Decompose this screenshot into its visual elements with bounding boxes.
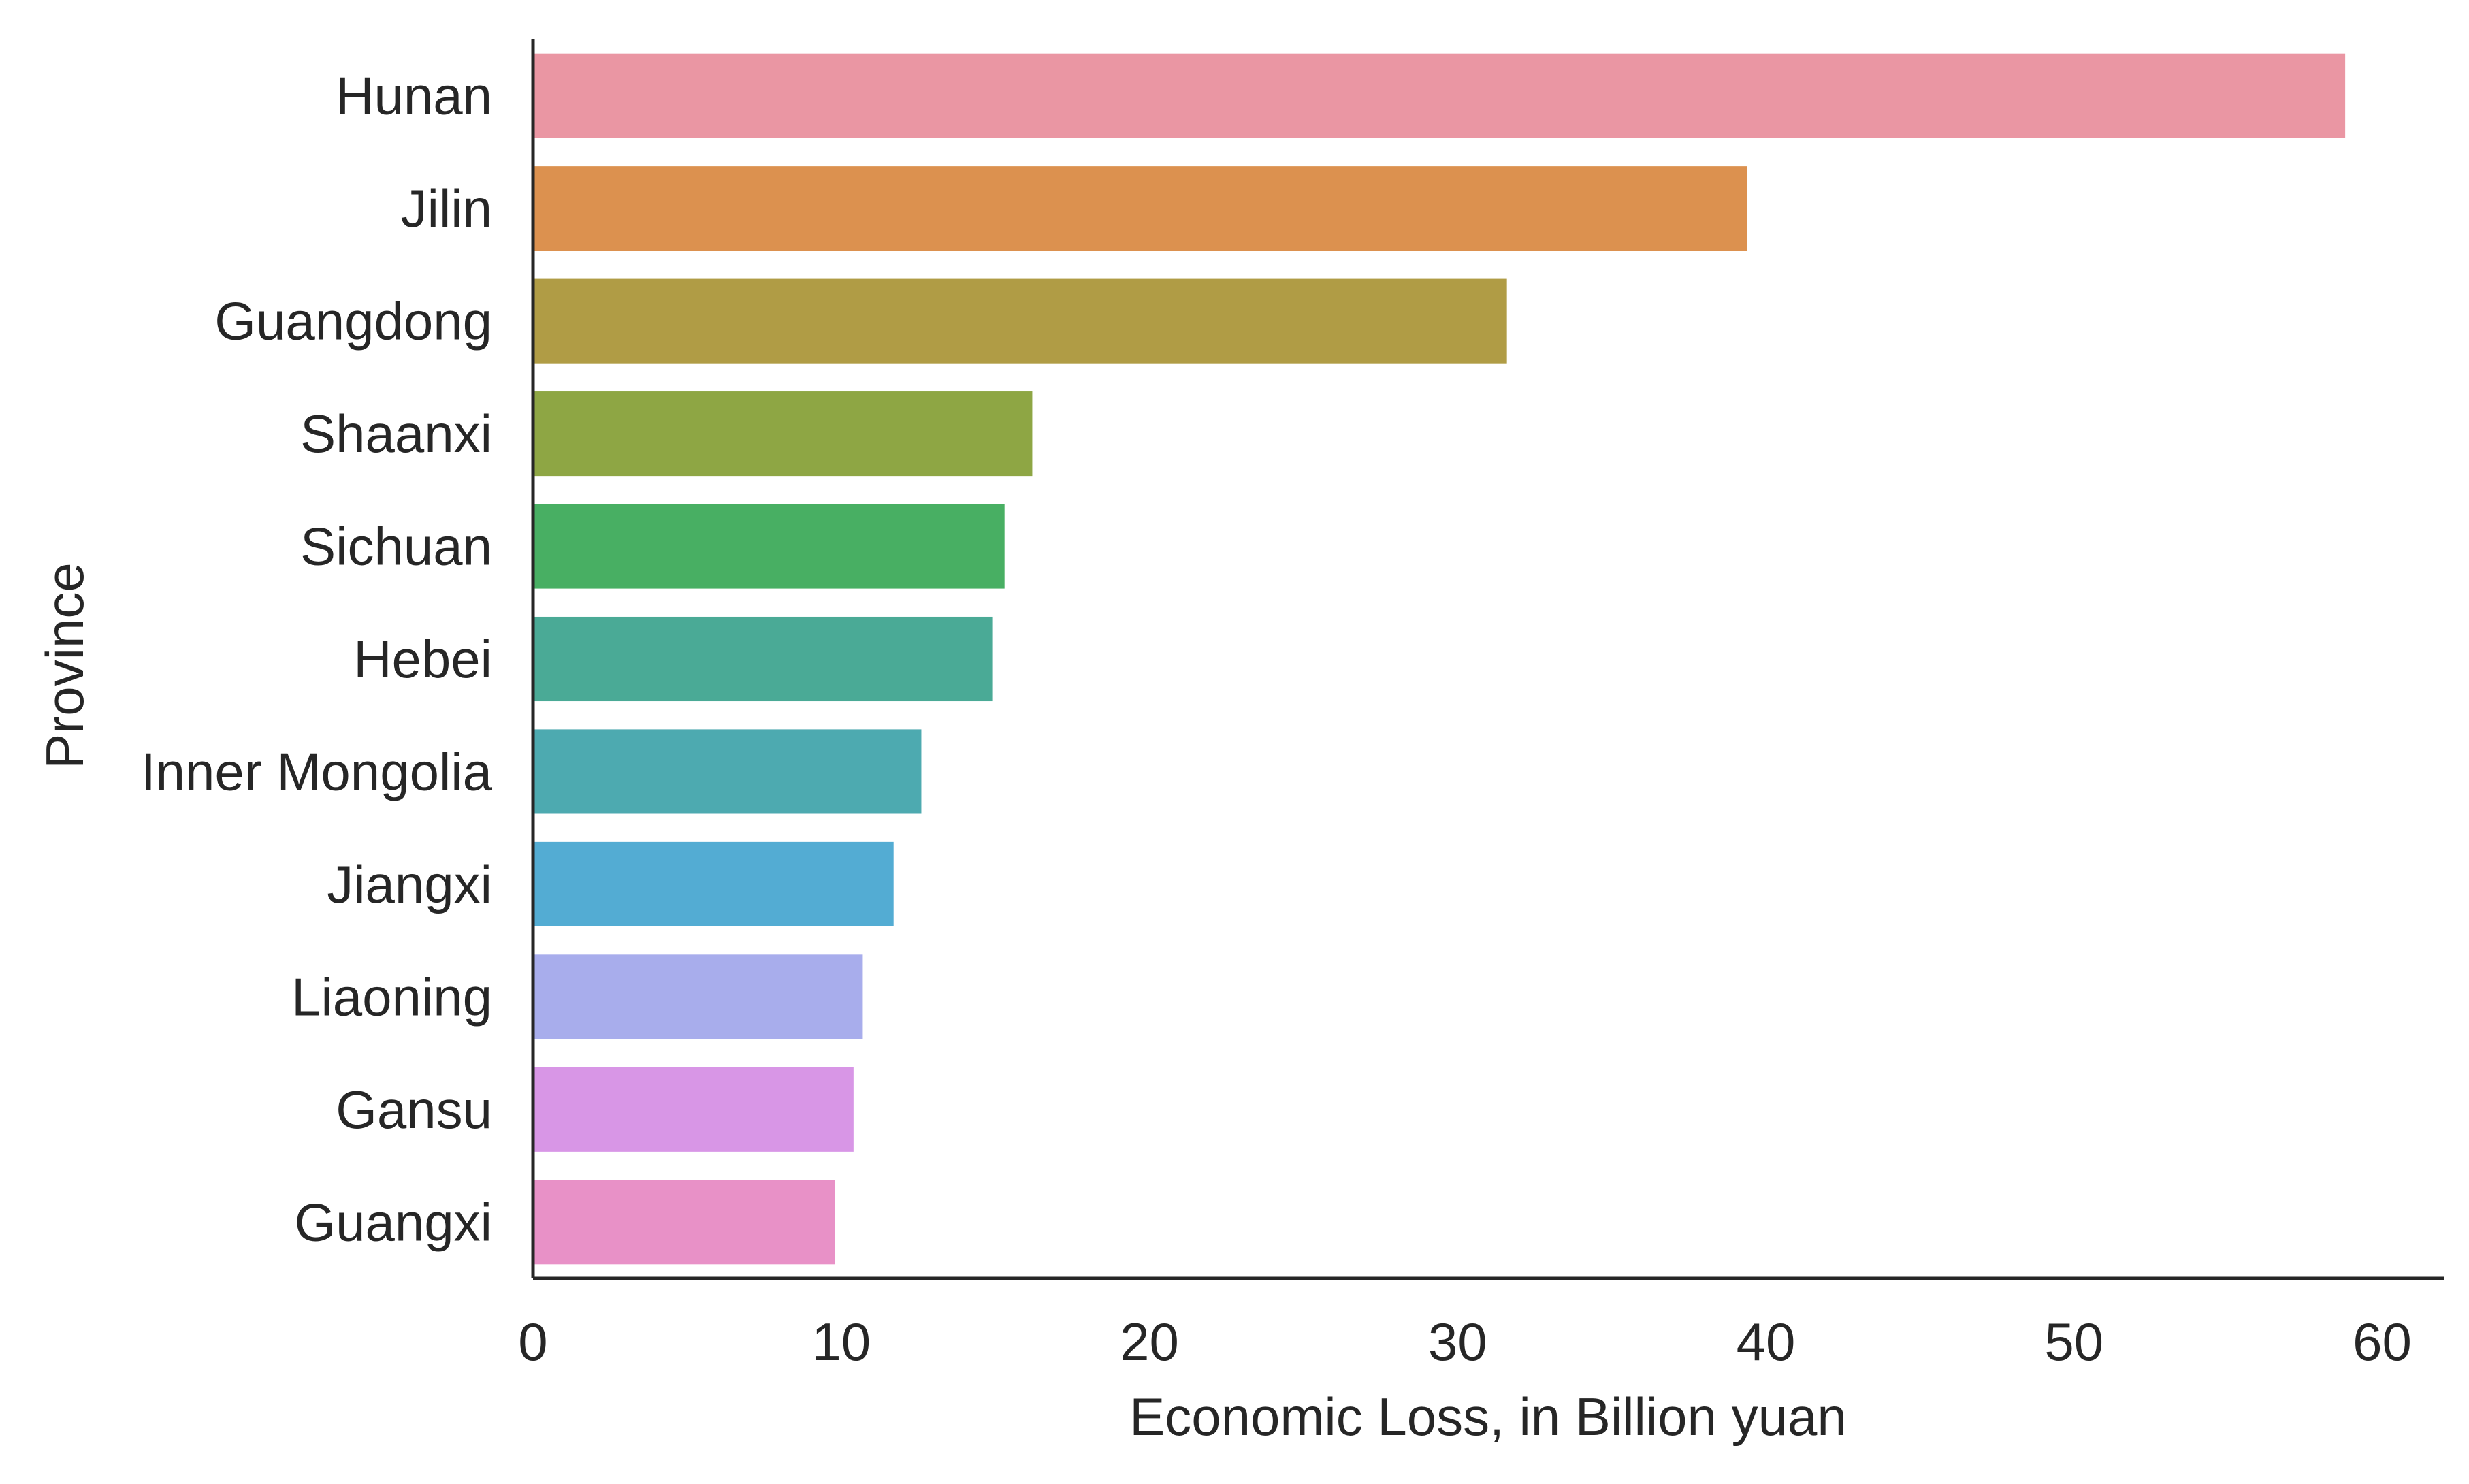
y-tick-label-hebei: Hebei bbox=[353, 629, 492, 689]
x-tick-label-20: 20 bbox=[1120, 1312, 1179, 1372]
x-axis-title: Economic Loss, in Billion yuan bbox=[1129, 1387, 1847, 1447]
bar-shaanxi bbox=[533, 391, 1033, 477]
bar-jilin bbox=[533, 166, 1747, 251]
y-tick-label-hunan: Hunan bbox=[336, 66, 492, 126]
y-tick-labels: Hunan Jilin Guangdong Shaanxi Sichuan Hebei In… bbox=[141, 66, 493, 1253]
y-tick-label-liaoning: Liaoning bbox=[291, 967, 492, 1027]
bar-inner-mongolia bbox=[533, 729, 922, 814]
y-tick-label-guangxi: Guangxi bbox=[294, 1192, 492, 1252]
bar-hebei bbox=[533, 616, 993, 702]
bar-guangdong bbox=[533, 278, 1507, 364]
x-tick-label-40: 40 bbox=[1737, 1312, 1796, 1372]
y-tick-label-jilin: Jilin bbox=[401, 178, 492, 238]
y-tick-label-inner-mongolia: Inner Mongolia bbox=[141, 741, 493, 801]
x-tick-label-10: 10 bbox=[811, 1312, 871, 1372]
y-tick-label-jiangxi: Jiangxi bbox=[327, 854, 492, 914]
bars-layer bbox=[533, 53, 2346, 1265]
y-tick-label-gansu: Gansu bbox=[336, 1080, 492, 1140]
bar-sichuan bbox=[533, 504, 1005, 589]
x-tick-label-0: 0 bbox=[518, 1312, 547, 1372]
x-tick-label-50: 50 bbox=[2044, 1312, 2103, 1372]
x-tick-label-30: 30 bbox=[1428, 1312, 1487, 1372]
bar-jiangxi bbox=[533, 841, 894, 926]
bar-liaoning bbox=[533, 954, 863, 1039]
x-tick-label-60: 60 bbox=[2353, 1312, 2412, 1372]
bar-hunan bbox=[533, 53, 2346, 138]
y-tick-label-sichuan: Sichuan bbox=[300, 517, 492, 577]
bar-gansu bbox=[533, 1067, 854, 1152]
x-tick-labels: 0 10 20 30 40 50 60 bbox=[518, 1312, 2412, 1372]
y-tick-label-guangdong: Guangdong bbox=[214, 291, 492, 351]
bar-guangxi bbox=[533, 1180, 835, 1265]
y-axis-title: Province bbox=[35, 562, 95, 769]
y-tick-label-shaanxi: Shaanxi bbox=[300, 404, 492, 464]
